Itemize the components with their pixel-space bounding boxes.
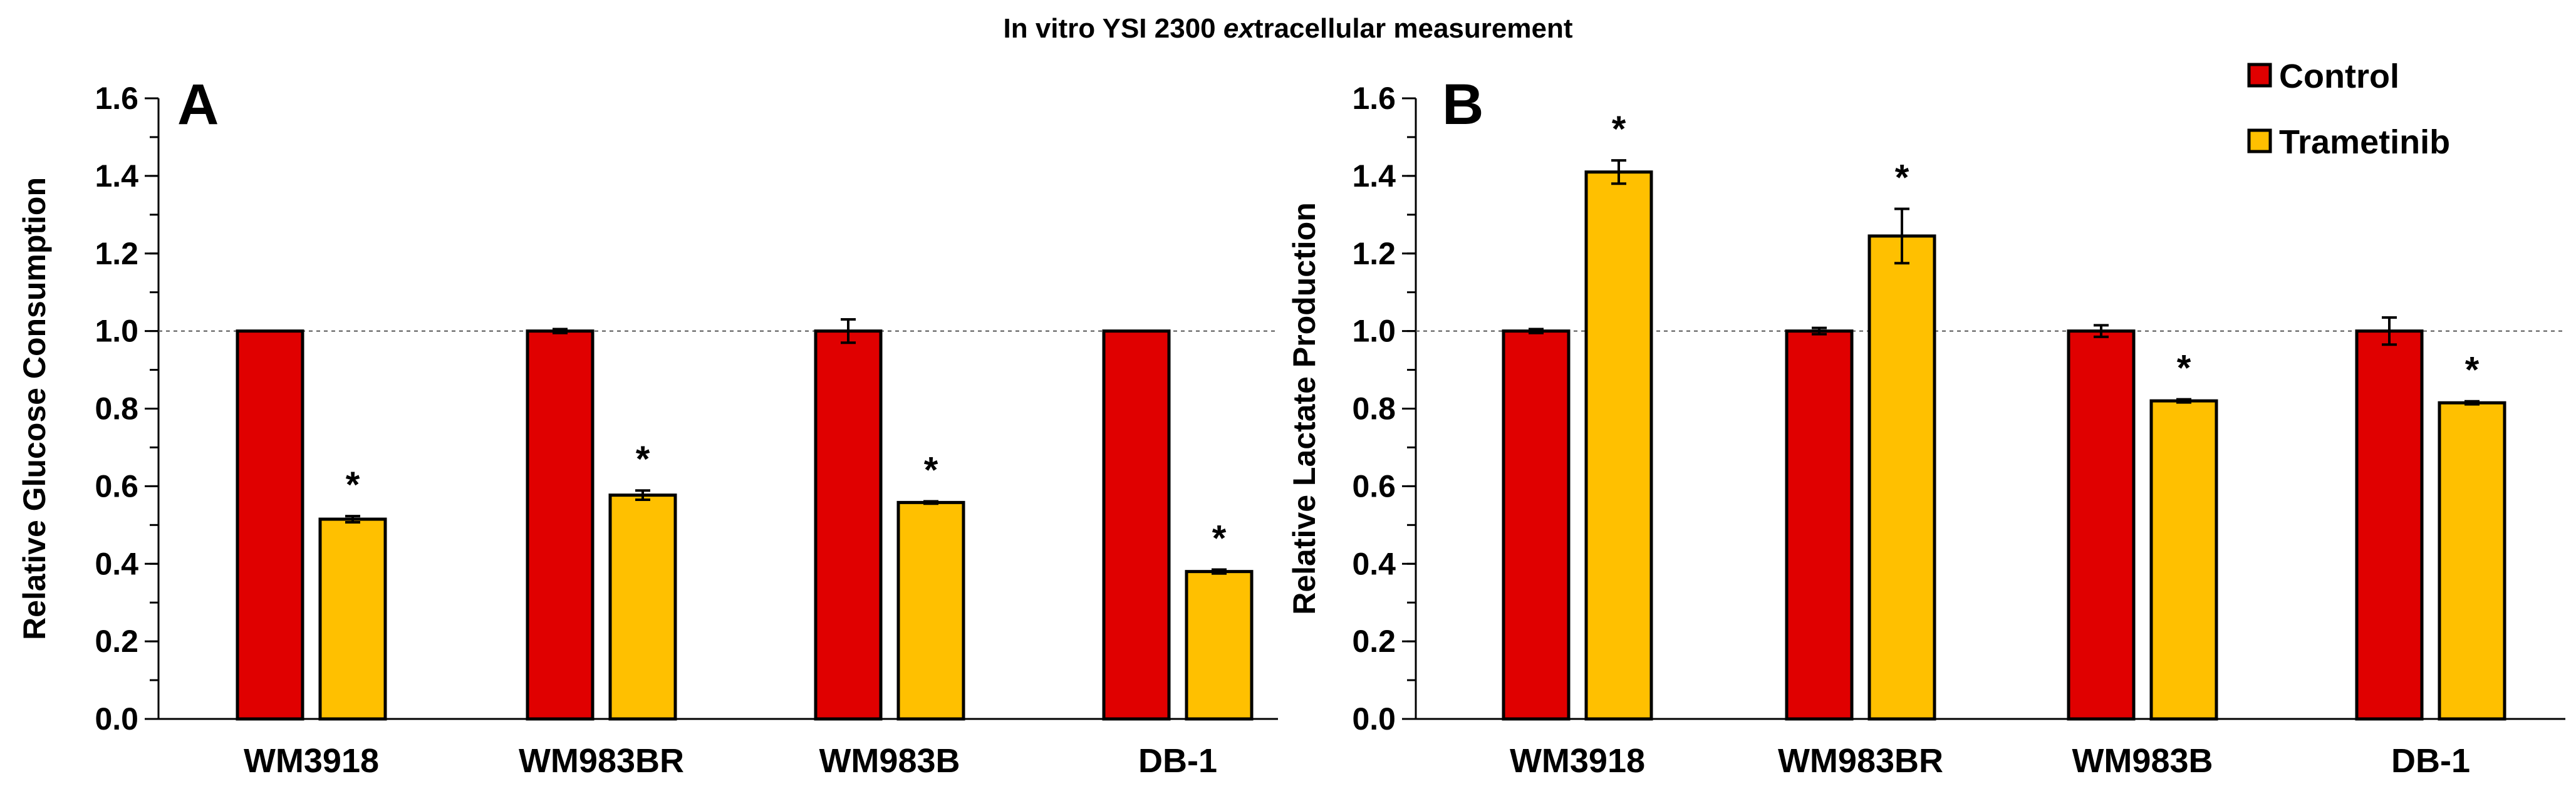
bar bbox=[1785, 329, 1854, 721]
x-tick-label: WM983BR bbox=[519, 742, 684, 780]
y-tick-label: 0.4 bbox=[95, 546, 138, 581]
bar bbox=[318, 517, 387, 721]
significance-label: * bbox=[1895, 158, 1909, 199]
x-tick-label: WM983BR bbox=[1778, 742, 1943, 780]
bar bbox=[2149, 399, 2218, 721]
panel-a: 0.0 0.2 0.4 0.6 0.8 1.0 1.2 1.4 1.6 * WM3918 * WM983… bbox=[17, 73, 1278, 780]
bar bbox=[608, 493, 677, 721]
x-tick-label: WM983B bbox=[819, 742, 960, 780]
significance-label: * bbox=[924, 450, 938, 491]
bar bbox=[2438, 401, 2506, 721]
significance-label: * bbox=[2177, 348, 2191, 389]
panel-b: 0.0 0.2 0.4 0.6 0.8 1.0 1.2 1.4 1.6 * WM3918 * WM983… bbox=[1287, 73, 2565, 780]
legend: Control Trametinib bbox=[2247, 58, 2450, 161]
figure-title: In vitro YSI 2300 extracellular measurem… bbox=[1004, 13, 1573, 44]
bar bbox=[896, 500, 965, 721]
bar bbox=[1185, 570, 1254, 721]
legend-label-trametinib: Trametinib bbox=[2279, 123, 2450, 161]
significance-label: * bbox=[636, 439, 650, 480]
bar bbox=[1102, 329, 1171, 721]
significance-label: * bbox=[346, 465, 360, 505]
panel-letter: B bbox=[1442, 73, 1483, 137]
y-tick-label: 1.0 bbox=[95, 314, 138, 349]
y-tick-label: 0.0 bbox=[95, 701, 138, 736]
legend-swatch-control bbox=[2247, 63, 2272, 88]
significance-label: * bbox=[1612, 109, 1626, 150]
x-tick-label: DB-1 bbox=[2391, 742, 2470, 780]
y-tick-label: 0.8 bbox=[95, 391, 138, 426]
bar bbox=[2355, 329, 2424, 721]
x-tick-label: WM3918 bbox=[1510, 742, 1645, 780]
bar bbox=[1867, 234, 1936, 721]
y-tick-label: 0.2 bbox=[95, 624, 138, 659]
y-axis-title: Relative Lactate Production bbox=[1287, 202, 1322, 615]
y-tick-label: 0.0 bbox=[1352, 701, 1396, 736]
bar bbox=[814, 329, 883, 721]
legend-swatch-trametinib bbox=[2247, 128, 2272, 153]
bar bbox=[1502, 329, 1571, 721]
y-tick-label: 1.2 bbox=[95, 236, 138, 271]
significance-label: * bbox=[2465, 350, 2480, 391]
y-tick-label: 1.4 bbox=[1352, 158, 1396, 194]
x-tick-label: WM3918 bbox=[244, 742, 379, 780]
y-tick-label: 1.4 bbox=[95, 158, 138, 194]
y-axis-title: Relative Glucose Consumption bbox=[17, 177, 52, 640]
panel-letter: A bbox=[177, 73, 219, 137]
y-tick-label: 1.2 bbox=[1352, 236, 1396, 271]
x-tick-label: DB-1 bbox=[1138, 742, 1217, 780]
y-tick-label: 0.6 bbox=[1352, 468, 1396, 504]
bar bbox=[236, 329, 304, 721]
x-tick-label: WM983B bbox=[2072, 742, 2213, 780]
y-tick-label: 1.6 bbox=[1352, 81, 1396, 116]
y-tick-label: 0.6 bbox=[95, 468, 138, 504]
y-tick-label: 1.0 bbox=[1352, 314, 1396, 349]
bar bbox=[526, 329, 595, 721]
legend-label-control: Control bbox=[2279, 58, 2399, 95]
y-tick-label: 0.4 bbox=[1352, 546, 1396, 581]
y-tick-label: 0.2 bbox=[1352, 624, 1396, 659]
bar bbox=[2067, 329, 2136, 721]
bar bbox=[1584, 170, 1653, 721]
significance-label: * bbox=[1212, 519, 1227, 559]
y-tick-label: 1.6 bbox=[95, 81, 138, 116]
y-tick-label: 0.8 bbox=[1352, 391, 1396, 426]
